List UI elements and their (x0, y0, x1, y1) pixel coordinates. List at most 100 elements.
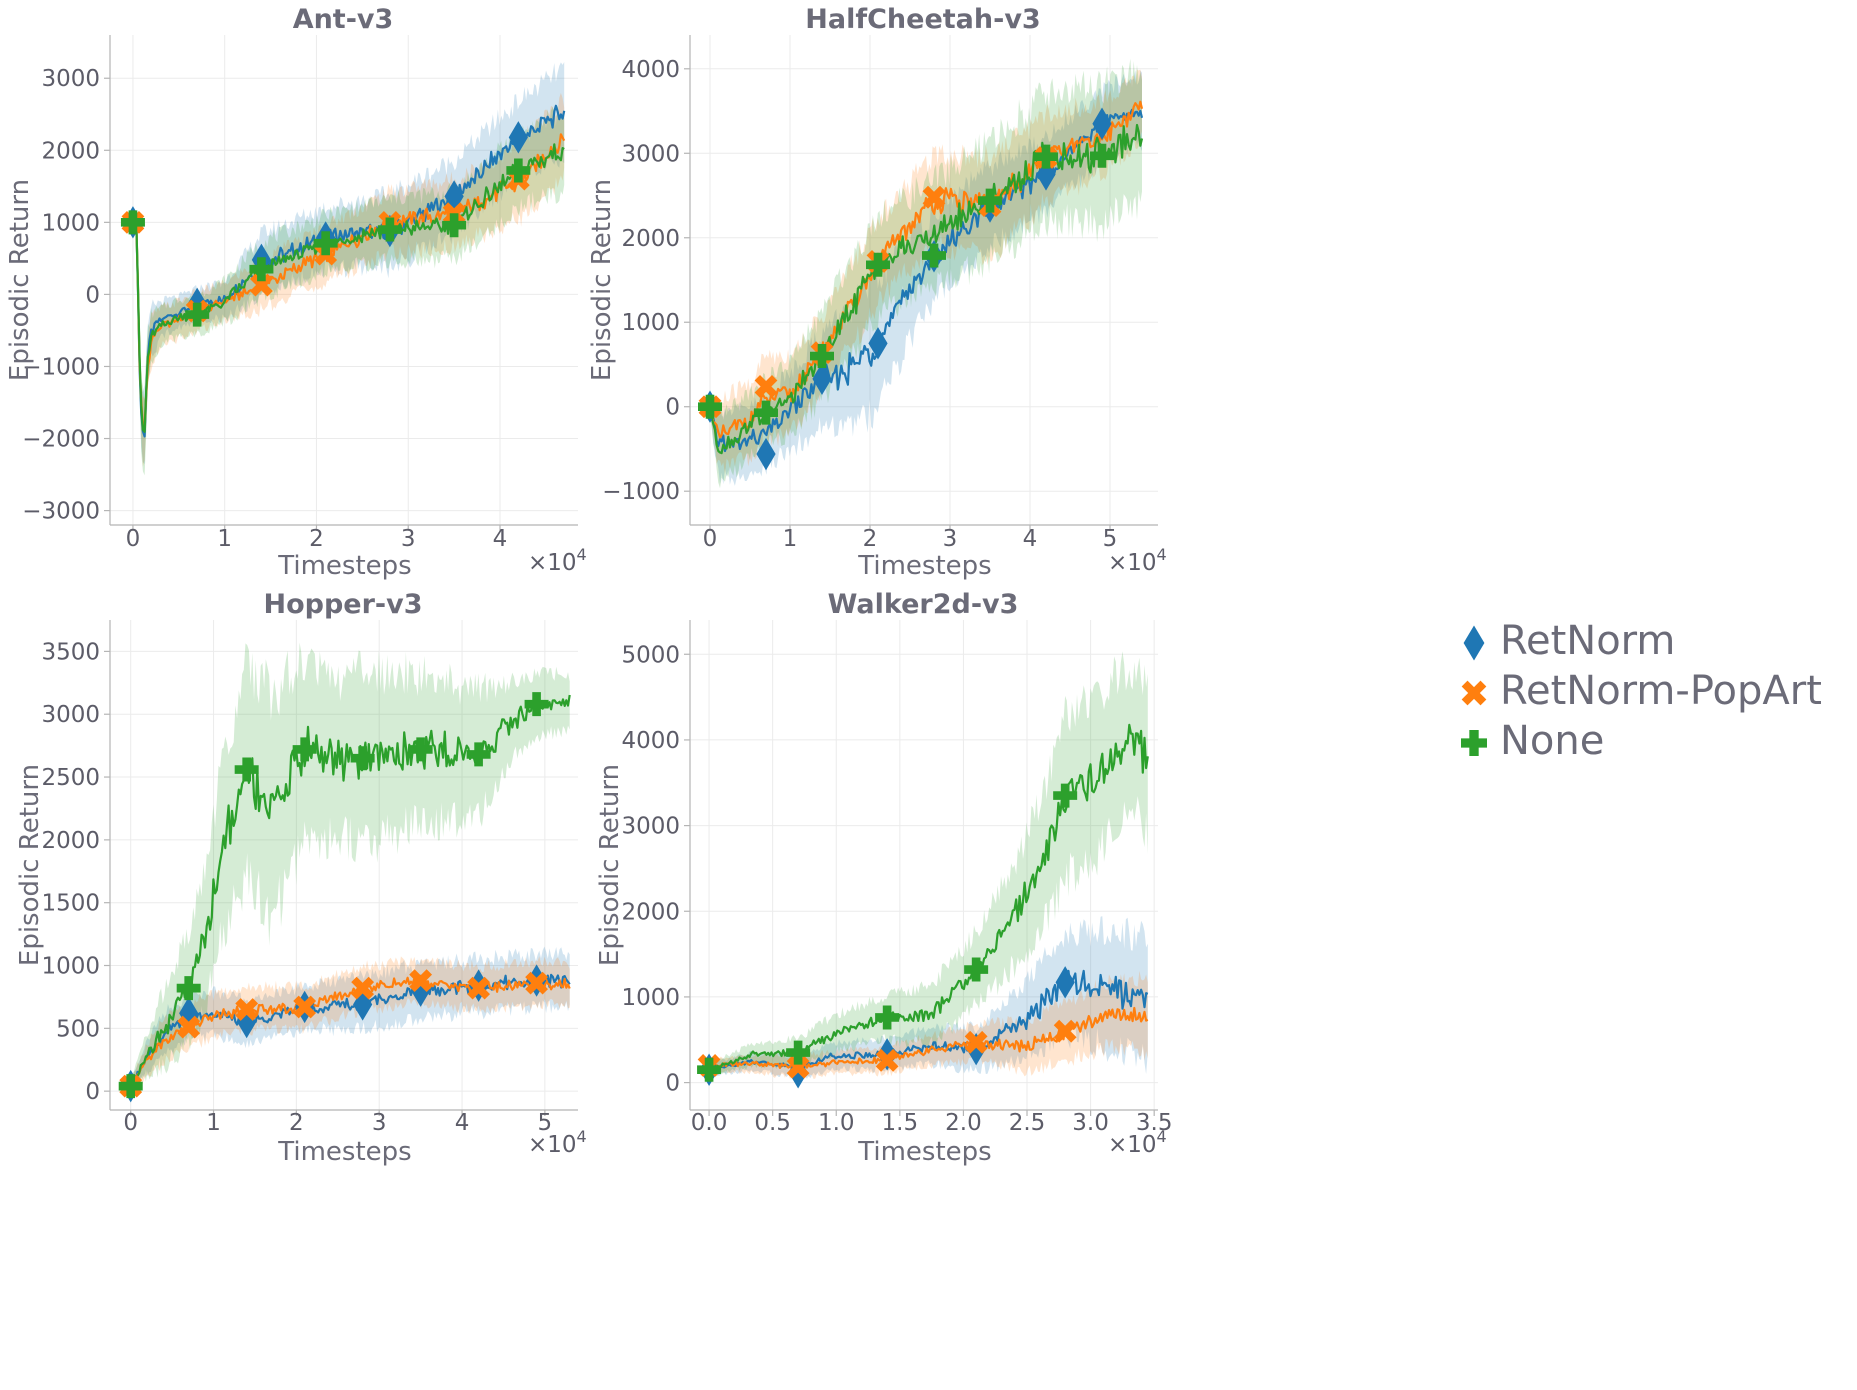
plus-marker (1034, 144, 1058, 169)
x-tick-label: 4 (1023, 526, 1038, 552)
x-marker (1461, 680, 1487, 706)
x-tick-label: 0 (703, 526, 718, 552)
multiplier-base: ×10 (1108, 1132, 1157, 1158)
plus-marker (176, 976, 201, 1001)
plus-marker (350, 746, 375, 771)
legend-item-retnorm: RetNorm (1463, 618, 1675, 664)
x-axis-multiplier: ×104 (1108, 1127, 1167, 1158)
x-marker (964, 1030, 988, 1054)
plus-marker (922, 243, 946, 268)
diamond-marker (1055, 966, 1075, 999)
diamond-marker (444, 180, 464, 213)
legend-item-none: None (1461, 718, 1604, 764)
diamond-marker (1036, 158, 1056, 191)
plus-marker (786, 1040, 811, 1065)
diamond-marker (508, 121, 528, 154)
y-tick-label: 2000 (41, 828, 100, 854)
multiplier-exponent: 4 (577, 545, 587, 564)
y-tick-label: 5000 (621, 642, 680, 668)
x-tick-label: 2 (863, 526, 878, 552)
x-tick-label: 2 (289, 1110, 304, 1136)
plus-marker (698, 394, 722, 419)
plus-marker (442, 213, 467, 238)
plus-marker (408, 737, 433, 762)
x-tick-label: 4 (455, 1110, 470, 1136)
x-tick-label: 1.0 (818, 1110, 855, 1136)
plus-marker (466, 742, 491, 767)
chart-title: Hopper-v3 (263, 589, 422, 620)
y-tick-label: −3000 (22, 499, 100, 525)
plus-marker (1090, 143, 1114, 168)
diamond-marker (1092, 107, 1112, 140)
x-tick-label: 1 (217, 526, 232, 552)
y-tick-label: 500 (56, 1016, 100, 1042)
y-tick-label: 3000 (41, 66, 100, 92)
plus-marker (234, 757, 259, 782)
plus-marker (313, 231, 338, 256)
x-tick-label: 3 (372, 1110, 387, 1136)
chart-panel-ant-v3: 0 1 2 3 4 −3000 −2000 −1000 0 1000 2000 3000 Ant-v3 T… (5, 4, 587, 581)
series-line-retnorm-popart (129, 976, 571, 1087)
chart-title: HalfCheetah-v3 (805, 4, 1040, 35)
x-tick-label: 3 (943, 526, 958, 552)
y-tick-label: 3500 (41, 639, 100, 665)
diamond-marker (1463, 625, 1485, 661)
x-marker (525, 971, 548, 995)
y-axis-label: Episodic Return (15, 764, 45, 966)
multiplier-base: ×10 (1108, 550, 1157, 576)
x-tick-label: 2.5 (1009, 1110, 1046, 1136)
x-tick-label: 1.5 (882, 1110, 919, 1136)
confidence-band-retnorm-popart (130, 956, 570, 1092)
plus-marker (1053, 783, 1078, 808)
plus-marker (249, 257, 274, 282)
x-marker (786, 1055, 810, 1079)
y-axis-label: Episodic Return (587, 179, 617, 381)
plus-marker (524, 692, 549, 717)
x-tick-label: 3 (401, 526, 416, 552)
x-marker (250, 273, 273, 297)
x-marker (177, 1015, 201, 1039)
plus-marker (810, 344, 834, 369)
y-tick-label: 3000 (41, 702, 100, 728)
plus-marker (875, 1005, 900, 1030)
x-axis-multiplier: ×104 (1108, 545, 1167, 576)
diamond-marker (966, 1032, 986, 1066)
legend-label: RetNorm-PopArt (1500, 668, 1822, 714)
x-tick-label: 2 (309, 526, 324, 552)
multiplier-exponent: 4 (1157, 545, 1167, 564)
plus-marker (118, 1074, 143, 1099)
y-axis-label: Episodic Return (5, 179, 35, 381)
y-tick-label: 4000 (621, 57, 680, 83)
y-tick-label: 1500 (41, 891, 100, 917)
y-tick-label: 1000 (41, 210, 100, 236)
y-tick-label: 0 (665, 1071, 680, 1097)
x-axis-label: Timesteps (277, 1137, 411, 1167)
y-tick-label: −1000 (602, 479, 680, 505)
x-marker (409, 969, 433, 992)
plus-marker (120, 210, 145, 235)
y-axis-label: Episodic Return (595, 764, 625, 966)
x-marker (922, 185, 946, 209)
chart-panel-hopper-v3: 0 1 2 3 4 5 0 500 1000 1500 2000 2500 3000 3500 Hopper… (15, 589, 587, 1167)
x-tick-label: 4 (493, 526, 508, 552)
x-tick-label: 0 (126, 526, 141, 552)
plus-marker (964, 957, 989, 982)
plus-marker (697, 1057, 722, 1082)
chart-title: Walker2d-v3 (828, 589, 1019, 620)
series-line-retnorm (708, 108, 1144, 453)
plus-marker (866, 252, 890, 277)
y-tick-label: 0 (665, 395, 680, 421)
x-axis-label: Timesteps (857, 1137, 991, 1167)
x-tick-label: 5 (538, 1110, 553, 1136)
y-tick-label: −2000 (22, 427, 100, 453)
legend-label: RetNorm (1500, 618, 1675, 664)
x-tick-label: 1 (206, 1110, 221, 1136)
x-tick-label: 0.0 (691, 1110, 728, 1136)
x-marker (235, 998, 259, 1021)
x-tick-label: 0 (123, 1110, 138, 1136)
y-tick-label: 0 (85, 1079, 100, 1105)
series-line-none (129, 694, 571, 1087)
multiplier-base: ×10 (528, 1132, 577, 1158)
x-axis-label: Timesteps (277, 551, 411, 581)
